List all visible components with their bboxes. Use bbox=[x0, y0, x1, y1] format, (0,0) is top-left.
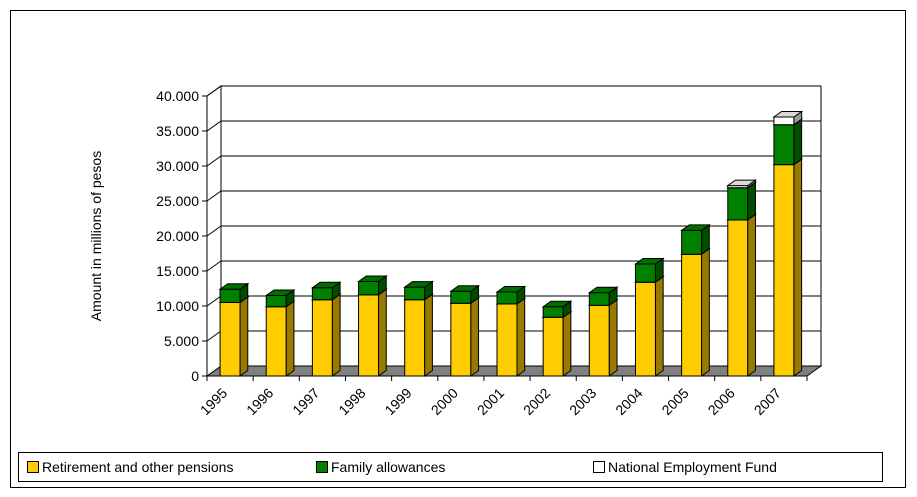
legend-swatch-family-allowances bbox=[316, 461, 328, 473]
bar-side-1996-s0 bbox=[285, 300, 295, 377]
bar-side-2002-s0 bbox=[562, 310, 572, 377]
legend: Retirement and other pensions Family all… bbox=[18, 452, 883, 482]
bar-2002-s1 bbox=[542, 306, 564, 318]
legend-item-family-allowances: Family allowances bbox=[316, 459, 445, 475]
bar-1995-s0 bbox=[219, 302, 241, 377]
bar-top-2002-s1 bbox=[541, 300, 573, 308]
x-tick-label: 1996 bbox=[243, 385, 276, 418]
bar-2004-s0 bbox=[634, 281, 656, 377]
gridline-side bbox=[206, 225, 222, 237]
y-tick-label: 0 bbox=[191, 368, 199, 384]
bar-side-1998-s0 bbox=[378, 288, 387, 377]
bar-2001-s1 bbox=[496, 291, 518, 305]
gridline-side bbox=[206, 85, 222, 97]
gridline-side bbox=[206, 260, 222, 272]
bar-top-1998-s1 bbox=[356, 275, 388, 282]
bar-side-2006-s1 bbox=[747, 181, 756, 221]
bar-1996-s0 bbox=[265, 306, 287, 377]
bar-top-2005-s1 bbox=[680, 224, 711, 231]
gridline-side bbox=[206, 155, 222, 167]
bar-top-2006-s2 bbox=[726, 179, 758, 187]
x-tick-label: 2003 bbox=[566, 385, 599, 418]
y-axis-label: Amount in millions of pesos bbox=[88, 151, 104, 321]
bar-2000-s1 bbox=[450, 290, 472, 304]
bar-2007-s2 bbox=[773, 116, 795, 126]
y-tick-label: 15.000 bbox=[156, 263, 199, 279]
bar-side-2007-s1 bbox=[793, 118, 803, 166]
bar-2002-s0 bbox=[542, 316, 564, 377]
bar-2001-s0 bbox=[496, 303, 518, 377]
legend-item-retirement: Retirement and other pensions bbox=[27, 459, 233, 475]
bar-1999-s1 bbox=[404, 286, 426, 301]
bar-2007-s0 bbox=[773, 164, 795, 377]
y-tick-label: 40.000 bbox=[156, 88, 199, 104]
bar-side-2004-s0 bbox=[654, 275, 664, 377]
bar-side-2003-s0 bbox=[608, 298, 618, 377]
bar-1998-s0 bbox=[358, 294, 380, 377]
bar-top-2003-s1 bbox=[587, 286, 619, 294]
bar-top-1999-s1 bbox=[403, 281, 434, 288]
bar-side-1999-s0 bbox=[424, 293, 433, 377]
legend-item-national-employment-fund: National Employment Fund bbox=[593, 459, 777, 475]
x-tick-label: 2001 bbox=[474, 385, 507, 418]
bar-top-1995-s1 bbox=[218, 283, 250, 290]
bar-2003-s1 bbox=[588, 292, 610, 306]
bar-1995-s1 bbox=[219, 288, 241, 304]
y-tick-label: 10.000 bbox=[156, 298, 199, 314]
bar-2007-s1 bbox=[773, 124, 795, 166]
bar-side-2005-s0 bbox=[701, 247, 710, 377]
gridline-side bbox=[206, 330, 222, 342]
bar-top-2007-s2 bbox=[772, 111, 804, 118]
x-tick-label: 2007 bbox=[751, 385, 784, 418]
bar-2000-s0 bbox=[450, 302, 472, 377]
legend-label-national-employment-fund: National Employment Fund bbox=[608, 459, 777, 475]
x-tick-label: 2006 bbox=[705, 385, 738, 418]
bar-top-2000-s1 bbox=[449, 285, 481, 292]
bar-top-1996-s1 bbox=[264, 289, 296, 296]
x-tick-label: 2002 bbox=[520, 385, 553, 418]
bar-2004-s1 bbox=[634, 263, 656, 283]
bar-2006-s0 bbox=[727, 219, 749, 377]
x-tick-label: 1997 bbox=[289, 385, 322, 418]
gridline-side bbox=[206, 120, 222, 132]
bar-side-2007-s0 bbox=[793, 158, 803, 377]
bar-2006-s1 bbox=[727, 187, 749, 221]
bar-1999-s0 bbox=[404, 299, 426, 377]
x-tick-label: 2000 bbox=[428, 385, 461, 418]
bar-side-1995-s0 bbox=[239, 296, 249, 377]
bar-1998-s1 bbox=[358, 281, 380, 296]
legend-label-family-allowances: Family allowances bbox=[331, 459, 446, 475]
legend-swatch-national-employment-fund bbox=[593, 461, 605, 473]
bar-2005-s0 bbox=[681, 253, 703, 377]
bar-side-2001-s0 bbox=[516, 297, 526, 377]
bar-side-2006-s0 bbox=[747, 213, 756, 377]
y-tick-label: 35.000 bbox=[156, 123, 199, 139]
x-tick-label: 1998 bbox=[335, 385, 368, 418]
bar-2005-s1 bbox=[681, 229, 703, 255]
y-tick-label: 25.000 bbox=[156, 193, 199, 209]
bar-top-2001-s1 bbox=[495, 286, 527, 293]
bar-top-2004-s1 bbox=[633, 258, 665, 265]
legend-label-retirement: Retirement and other pensions bbox=[42, 459, 234, 475]
legend-swatch-retirement bbox=[27, 461, 39, 473]
y-tick-label: 20.000 bbox=[156, 228, 199, 244]
bar-1996-s1 bbox=[265, 295, 287, 308]
bar-side-1997-s0 bbox=[331, 293, 341, 377]
x-tick-label: 2005 bbox=[658, 385, 691, 418]
bar-1997-s0 bbox=[311, 299, 333, 377]
x-tick-label: 1999 bbox=[381, 385, 414, 418]
gridline-side bbox=[206, 295, 222, 307]
bar-top-1997-s1 bbox=[310, 281, 342, 289]
bar-2003-s0 bbox=[588, 304, 610, 377]
x-tick-label: 1995 bbox=[197, 385, 230, 418]
bar-1997-s1 bbox=[311, 287, 333, 301]
y-tick-label: 30.000 bbox=[156, 158, 199, 174]
bar-side-2000-s0 bbox=[470, 296, 480, 377]
gridline-side bbox=[206, 190, 222, 202]
y-tick-label: 5.000 bbox=[164, 333, 199, 349]
x-tick-label: 2004 bbox=[612, 385, 645, 418]
